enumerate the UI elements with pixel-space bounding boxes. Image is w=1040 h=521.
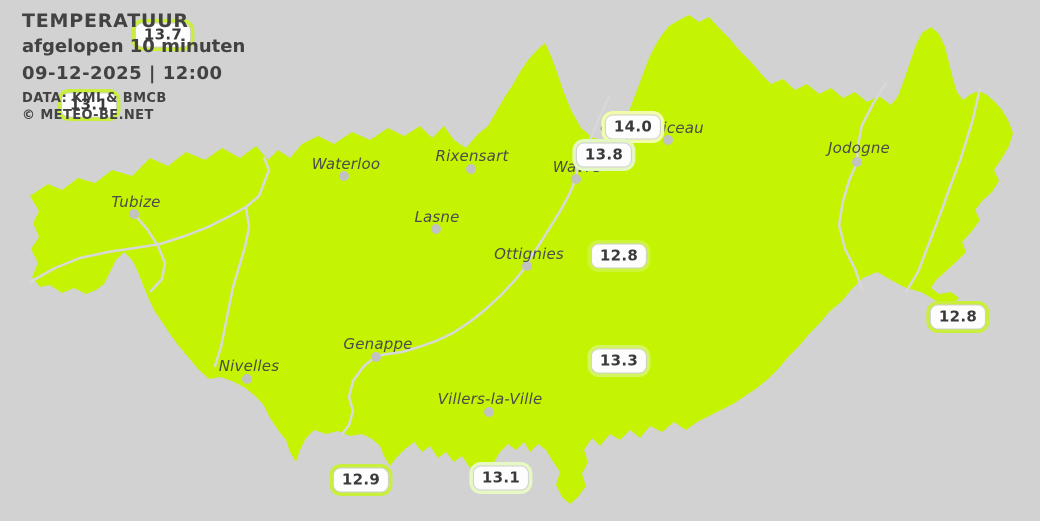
temperature-badge: 13.1 [472, 465, 530, 491]
temperature-badge: 13.7 [134, 22, 192, 48]
copyright-note: © METEO-BE.NET [22, 108, 154, 123]
city-dot [571, 174, 581, 184]
city-dot [852, 157, 862, 167]
map-header: TEMPERATUUR afgelopen 10 minuten 09-12-2… [22, 8, 245, 124]
city-label: Nivelles [218, 357, 280, 375]
city-label: Rixensart [435, 147, 509, 165]
river-lines [28, 81, 982, 435]
city-dot [129, 209, 139, 219]
province-region-shape [30, 15, 1013, 504]
map-title: TEMPERATUUR [22, 10, 189, 32]
city-label: Villers-la-Ville [437, 390, 543, 408]
city-label: Jodogne [828, 139, 890, 157]
river-west-branch [213, 205, 251, 368]
city-dot [663, 135, 673, 145]
map-datetime: 09-12-2025 | 12:00 [22, 63, 223, 84]
temperature-badge: 12.8 [590, 243, 648, 269]
city-label: Lasne [414, 208, 460, 226]
river-jodogne [837, 81, 888, 291]
city-dot [522, 261, 532, 271]
temperature-badge: 14.0 [604, 114, 662, 140]
river-dyle [341, 94, 611, 435]
temperature-badge: 12.9 [332, 467, 390, 493]
city-label: Waterloo [311, 155, 381, 173]
map-subtitle: afgelopen 10 minuten [22, 36, 246, 57]
city-dot [339, 171, 349, 181]
city-dot [431, 224, 441, 234]
river-tubize [132, 212, 167, 293]
city-label: Ottignies [494, 245, 564, 263]
city-dot [466, 164, 476, 174]
river-west [28, 156, 271, 284]
city-dot [242, 374, 252, 384]
city-label: Tubize [111, 193, 161, 211]
city-dot [484, 407, 494, 417]
temperature-badge: 13.1 [60, 92, 118, 118]
temperature-badge: 12.8 [929, 304, 987, 330]
city-dot [371, 352, 381, 362]
data-source: DATA: KMI & BMCB [22, 91, 167, 106]
temperature-badge: 13.8 [575, 142, 633, 168]
city-label: Genappe [343, 335, 413, 353]
river-east [904, 86, 982, 294]
temperature-badge: 13.3 [590, 348, 648, 374]
